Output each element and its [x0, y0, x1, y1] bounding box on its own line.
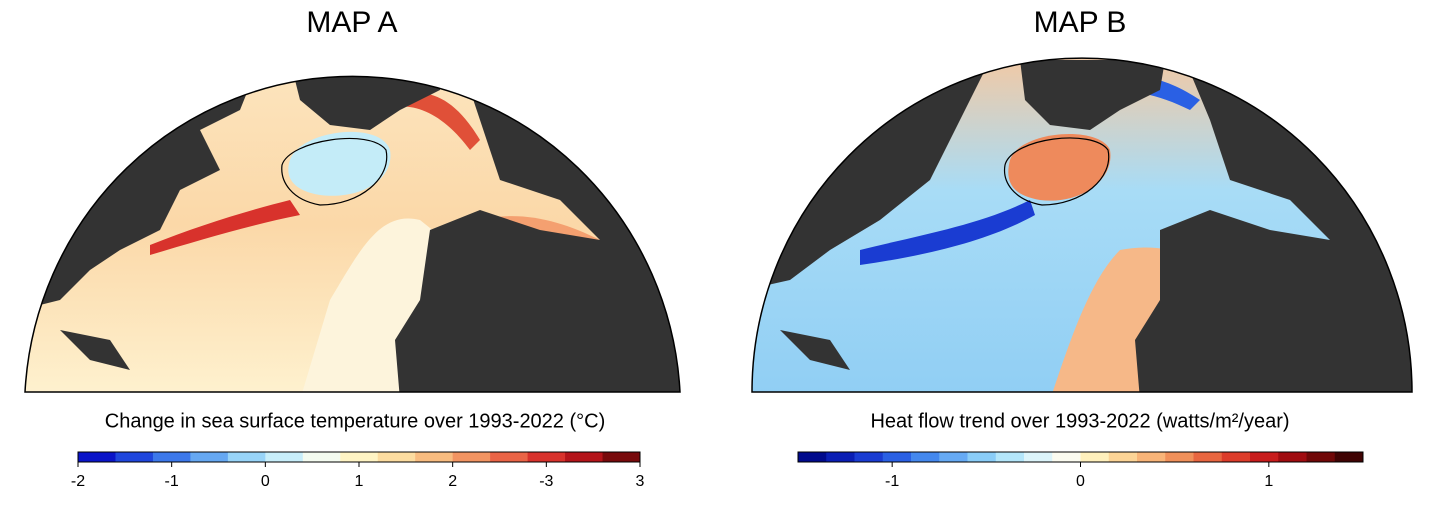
colorbar-swatch: [78, 452, 116, 462]
colorbar-swatch: [1278, 452, 1307, 462]
colorbar-swatch: [377, 452, 416, 462]
colorbar-swatch: [854, 452, 884, 462]
colorbar-swatch: [565, 452, 604, 462]
colorbar-swatch: [490, 452, 529, 462]
colorbar-swatch: [967, 452, 997, 462]
caption: Change in sea surface temperature over 1…: [105, 410, 606, 432]
colorbar-swatch: [452, 452, 491, 462]
colorbar-swatch: [1137, 452, 1166, 462]
colorbar-swatch: [602, 452, 641, 462]
colorbar-swatch: [340, 452, 379, 462]
colorbar-tick-label: 0: [261, 473, 270, 490]
colorbar-swatch: [152, 452, 191, 462]
map-b: [752, 58, 1412, 392]
colorbar-swatch: [1108, 452, 1138, 462]
colorbar-swatch: [302, 452, 341, 462]
colorbar-swatch: [115, 452, 154, 462]
colorbar-swatch: [911, 452, 940, 462]
warm-band: [150, 200, 300, 255]
colorbar-swatch: [190, 452, 229, 462]
map-title: MAP B: [1034, 6, 1127, 39]
map-outline: [751, 57, 1413, 393]
colorbar-swatch: [1052, 452, 1081, 462]
land: [1020, 60, 1165, 130]
colorbar-swatch: [826, 452, 855, 462]
colorbar-swatch: [882, 452, 912, 462]
colorbar-swatch: [527, 452, 566, 462]
colorbar-tick-label: -1: [165, 473, 179, 490]
colorbar-swatch: [1080, 452, 1110, 462]
colorbar-tick-label: -1: [885, 473, 899, 490]
colorbar-swatch: [265, 452, 304, 462]
map-outline: [24, 75, 681, 393]
cool-band: [860, 200, 1035, 265]
colorbar-swatch: [1024, 452, 1053, 462]
colorbar-tick-label: 0: [1076, 473, 1085, 490]
colorbar-swatch: [415, 452, 454, 462]
colorbar-swatch: [1221, 452, 1251, 462]
colorbar-tick-label: 3: [636, 473, 645, 490]
colorbar-tick-label: 2: [448, 473, 457, 490]
colorbar-swatch: [1193, 452, 1223, 462]
colorbar-tick-label: -2: [71, 473, 85, 490]
colorbar-tick-label: 1: [1264, 473, 1273, 490]
colorbar-swatch: [227, 452, 266, 462]
map-title: MAP A: [306, 6, 397, 39]
colorbar-swatch: [798, 452, 827, 462]
warm-patch: [1008, 133, 1111, 201]
colorbar-swatch: [995, 452, 1025, 462]
colorbar-swatch: [1306, 452, 1336, 462]
colorbar-tick-label: 1: [355, 473, 364, 490]
map-a: [25, 76, 680, 392]
caption: Heat flow trend over 1993-2022 (watts/m²…: [870, 410, 1289, 432]
colorbar-swatch: [1250, 452, 1279, 462]
colorbar-swatch: [1334, 452, 1364, 462]
colorbar-swatch: [1165, 452, 1194, 462]
cool-patch: [288, 131, 391, 196]
colorbar-tick-label: -3: [539, 473, 553, 490]
colorbar-swatch: [939, 452, 968, 462]
